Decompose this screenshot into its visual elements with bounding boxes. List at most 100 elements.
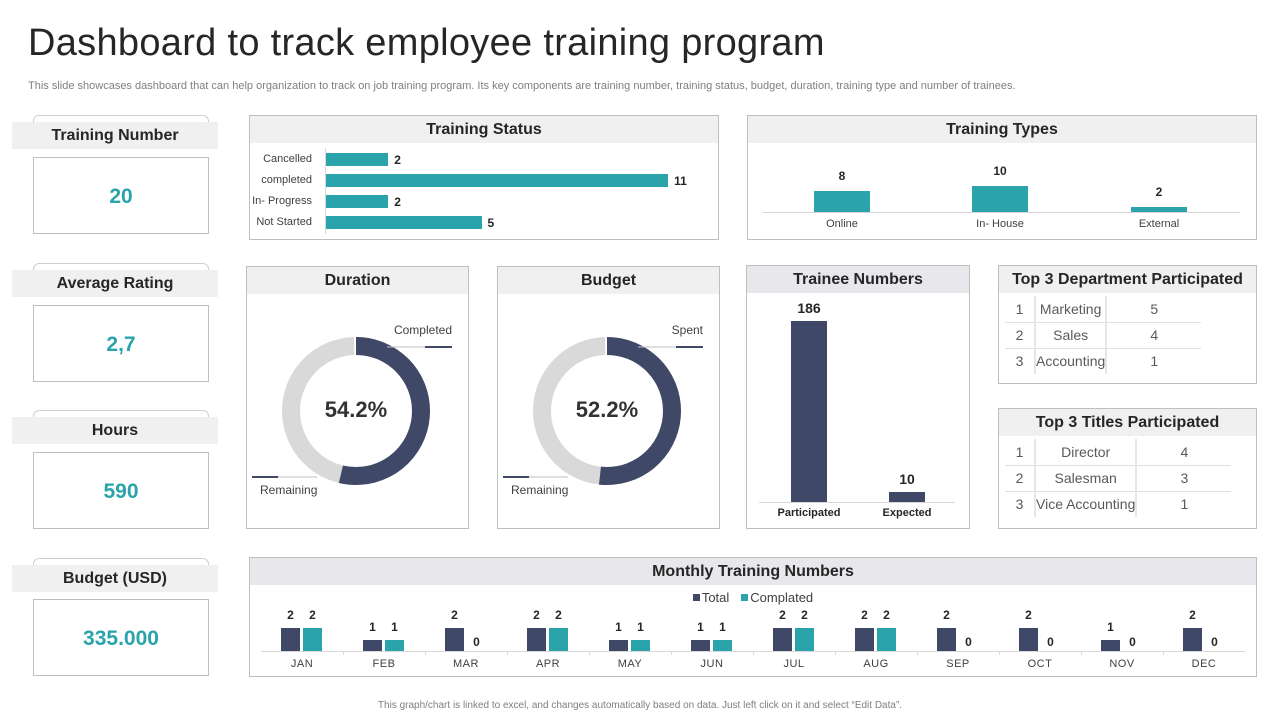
- tick: [1163, 651, 1164, 655]
- titles-table: 1 Director 4 2 Salesman 3 3 Vice Accounting 1: [1005, 439, 1232, 517]
- bar: [326, 153, 389, 166]
- kpi-value: 20: [33, 157, 209, 234]
- bar: [281, 628, 300, 651]
- table-row: 3 Accounting 1: [1005, 348, 1202, 374]
- bar: [445, 628, 464, 651]
- department: Marketing: [1035, 296, 1107, 323]
- tick: [343, 651, 344, 655]
- tick: [1081, 651, 1082, 655]
- bar: [326, 174, 669, 187]
- page-title: Dashboard to track employee training pro…: [28, 22, 825, 64]
- training-types-chart[interactable]: Training Types 8 Online 10 In- House 2 Extern…: [747, 115, 1257, 240]
- rank: 2: [1005, 322, 1036, 349]
- data-label: 1: [369, 619, 376, 634]
- bar: [877, 628, 896, 651]
- legend-swatch: [741, 594, 749, 601]
- data-label: 10: [899, 471, 915, 488]
- category-label: OCT: [1027, 658, 1053, 670]
- job-title: Vice Accounting: [1036, 496, 1136, 513]
- category-label: Online: [826, 218, 858, 230]
- data-label: 2: [533, 608, 540, 622]
- tick: [671, 651, 672, 655]
- data-label: 2: [451, 608, 458, 622]
- bar: [691, 639, 710, 651]
- footer-note: This graph/chart is linked to excel, and…: [377, 700, 903, 711]
- bar: [1183, 628, 1202, 651]
- table-row: 2 Sales 4: [1005, 322, 1202, 349]
- count: 1: [1105, 348, 1202, 374]
- page-subtitle: This slide showcases dashboard that can …: [28, 80, 1016, 92]
- data-label: 2: [779, 608, 786, 622]
- data-label: 0: [1047, 635, 1054, 649]
- category-label: FEB: [372, 658, 396, 670]
- data-label: 1: [615, 619, 622, 634]
- bar: [1131, 206, 1187, 212]
- kpi-value: 335.000: [33, 599, 209, 676]
- center-label: 54.2%: [324, 397, 388, 422]
- rank: 3: [1005, 491, 1036, 517]
- rank: 3: [1005, 348, 1036, 374]
- monthly-training-chart[interactable]: Monthly Training Numbers Total Complated 2…: [249, 557, 1257, 677]
- legend: Total Complated: [250, 590, 1256, 605]
- tick: [507, 651, 508, 655]
- data-label: 2: [309, 608, 316, 622]
- training-status-chart[interactable]: Training Status Cancelled 2 completed 11 In-…: [249, 115, 719, 240]
- trainee-numbers-chart[interactable]: Trainee Numbers 186 Participated 10 Expecte…: [746, 265, 970, 529]
- data-label: 186: [797, 300, 821, 316]
- bar: [326, 216, 482, 229]
- tick: [753, 651, 754, 655]
- count: 4: [1135, 439, 1232, 466]
- bar: [795, 628, 814, 651]
- bar: [972, 186, 1028, 212]
- axis-line: [762, 212, 1240, 213]
- kpi-label: Average Rating: [12, 270, 218, 297]
- data-label: 8: [838, 169, 846, 184]
- data-label: 5: [487, 216, 495, 230]
- data-label: 2: [801, 608, 808, 622]
- category-label: JAN: [290, 658, 314, 670]
- data-label: 1: [637, 619, 644, 634]
- dept-table: 1 Marketing 5 2 Sales 4 3 Accounting 1: [1005, 296, 1202, 374]
- panel-title: Training Types: [748, 116, 1256, 143]
- bar: [385, 639, 404, 651]
- category-label: APR: [535, 658, 561, 670]
- data-label: 2: [1189, 608, 1196, 622]
- category-label: DEC: [1191, 658, 1217, 670]
- legend-label: Spent: [671, 323, 703, 337]
- data-label: 2: [394, 195, 401, 209]
- data-label: 2: [1155, 184, 1163, 199]
- bar: [791, 321, 827, 502]
- data-label: 2: [394, 153, 401, 167]
- table-row: 1 Director 4: [1005, 439, 1232, 466]
- category-label: Participated: [777, 507, 841, 519]
- category-label: JUL: [783, 658, 805, 670]
- axis-line: [325, 148, 326, 234]
- tick: [999, 651, 1000, 655]
- category-label: completed: [261, 174, 312, 186]
- data-label: 10: [993, 164, 1007, 178]
- count: 3: [1135, 465, 1232, 492]
- bar: [631, 639, 650, 651]
- department: Accounting: [1036, 353, 1106, 370]
- data-label: 0: [473, 635, 480, 649]
- table-row: 2 Salesman 3: [1005, 465, 1232, 492]
- category-label: MAY: [617, 658, 643, 670]
- data-label: 2: [287, 608, 294, 622]
- bar: [527, 628, 546, 651]
- bar: [363, 639, 382, 651]
- data-label: 2: [883, 608, 890, 622]
- table-row: 3 Vice Accounting 1: [1005, 491, 1232, 517]
- category-label: AUG: [863, 658, 889, 670]
- count: 1: [1135, 491, 1232, 517]
- legend-label: Complated: [750, 590, 814, 605]
- data-label: 0: [965, 635, 972, 649]
- job-title: Director: [1035, 439, 1137, 466]
- budget-chart[interactable]: Budget 52.2% Spent Remaining: [497, 266, 720, 529]
- bar: [889, 492, 925, 502]
- kpi-label: Budget (USD): [12, 565, 218, 592]
- data-label: 1: [719, 619, 726, 634]
- legend-swatch: [692, 594, 700, 601]
- slice-primary: [282, 337, 430, 485]
- duration-chart[interactable]: Duration 54.2% Completed Remaining: [246, 266, 469, 529]
- category-label: In- House: [976, 218, 1024, 230]
